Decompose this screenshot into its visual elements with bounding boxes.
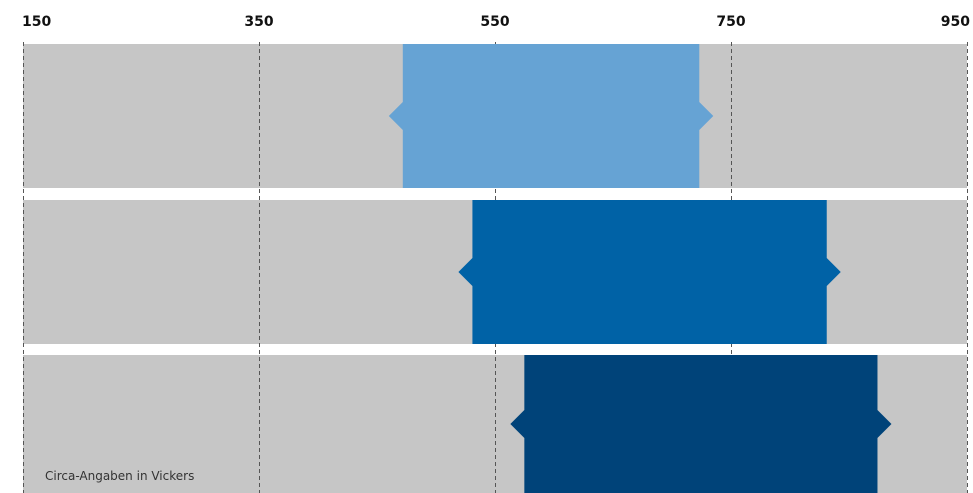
- units-note: Circa-Angaben in Vickers: [45, 469, 194, 483]
- tick-label-750: 750: [716, 14, 745, 30]
- tick-label-950: 950: [941, 14, 970, 30]
- range-bar-2: [458, 200, 841, 344]
- range-bar-1: [388, 44, 714, 188]
- range-bar-3: [510, 355, 892, 493]
- tick-label-150: 150: [22, 14, 51, 30]
- x-axis-tick-labels: 150 350 550 750 950: [22, 14, 970, 30]
- range-bars: [388, 44, 892, 493]
- tick-label-550: 550: [480, 14, 509, 30]
- tick-label-350: 350: [244, 14, 273, 30]
